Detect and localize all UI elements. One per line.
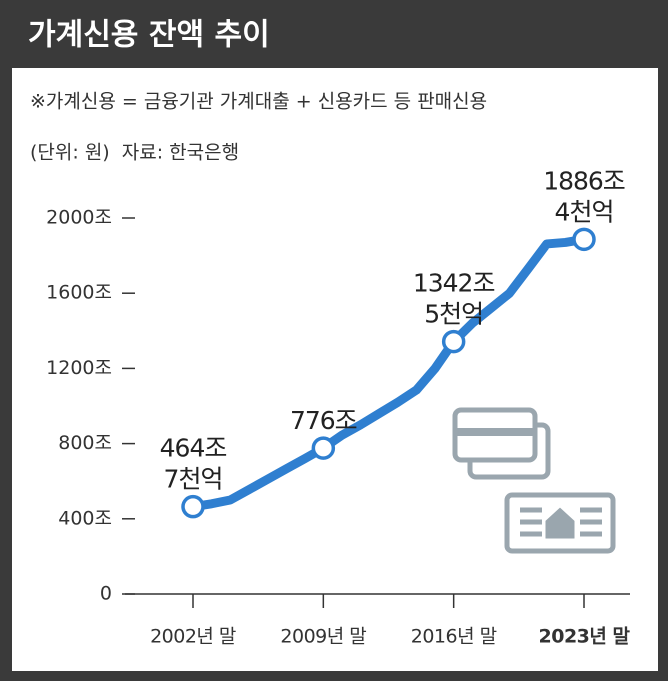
- y-tick-label: 1600조: [46, 282, 112, 304]
- y-tick-label: 800조: [58, 432, 112, 454]
- value-label: 776조: [290, 406, 357, 435]
- value-label: 464조 7천억: [160, 434, 227, 494]
- value-label-line: 1886조: [543, 166, 625, 195]
- y-tick-label: 0: [100, 583, 112, 605]
- chart-title: 가계신용 잔액 추이: [28, 18, 270, 53]
- bank-lines: [520, 507, 602, 537]
- value-label-line: 7천억: [164, 465, 223, 494]
- panel: [12, 68, 658, 671]
- x-tick-label: 2023년 말: [539, 626, 631, 648]
- x-tick-label: 2016년 말: [411, 626, 497, 648]
- value-label: 1342조 5천억: [413, 269, 495, 329]
- y-tick-label: 400조: [58, 507, 112, 529]
- y-tick-label: 1200조: [46, 357, 112, 379]
- note: (단위: 원) 자료: 한국은행: [30, 142, 239, 164]
- bank-icon: [504, 492, 616, 554]
- x-tick-label: 2009년 말: [280, 626, 366, 648]
- value-label: 1886조 4천억: [543, 166, 625, 226]
- bank-house: [545, 507, 575, 539]
- y-tick-label: 2000조: [46, 207, 112, 229]
- point: [181, 494, 205, 519]
- line: [188, 234, 589, 512]
- value-label-line: 776조: [290, 406, 357, 435]
- value-label-line: 4천억: [555, 197, 614, 226]
- card-icon: [452, 407, 551, 480]
- point: [572, 227, 596, 252]
- value-label-line: 5천억: [424, 300, 483, 329]
- bank-card: [504, 492, 616, 554]
- value-label-line: 464조: [160, 434, 227, 463]
- value-label-line: 1342조: [413, 269, 495, 298]
- point: [441, 329, 466, 354]
- point: [311, 436, 336, 460]
- x-tick-label: 2002년 말: [150, 626, 236, 648]
- subtitle: ※가계신용 = 금융기관 가계대출 + 신용카드 등 판매신용: [30, 91, 487, 113]
